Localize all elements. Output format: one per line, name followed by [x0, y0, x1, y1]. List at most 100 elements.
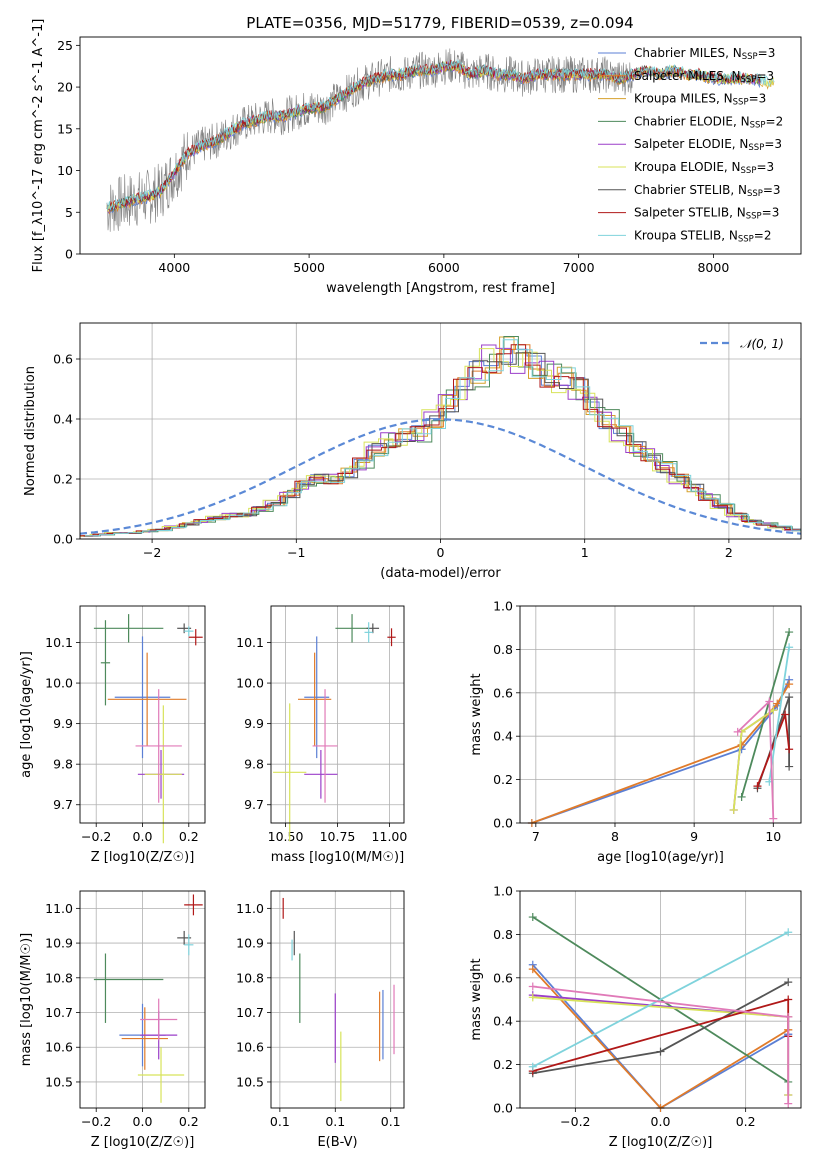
y-tick-label: 10.1 [236, 635, 264, 650]
x-tick-label: 0.2 [179, 829, 199, 844]
axes-frame [79, 322, 802, 540]
figure-title: PLATE=0356, MJD=51779, FIBERID=0539, z=0… [246, 14, 633, 32]
legend-subscript: SSP [738, 234, 754, 244]
y-tick-label: 0.4 [493, 1014, 513, 1029]
x-axis-label: Z [log10(Z/Z☉)] [609, 1135, 713, 1150]
y-tick-label: 0.0 [493, 816, 513, 831]
residual-histogram [80, 344, 800, 537]
legend-subscript: SSP [750, 120, 766, 130]
residual-histogram [80, 344, 799, 537]
y-tick-label: 9.9 [53, 716, 73, 731]
legend-subscript: SSP [742, 52, 758, 62]
x-tick-label: 0.1 [381, 1114, 401, 1129]
x-tick-label: 2 [725, 545, 733, 560]
legend-label: Salpeter STELIB, NSSP=3 [634, 206, 779, 222]
y-tick-label: 10.0 [236, 676, 264, 691]
y-tick-label: 10.8 [236, 970, 264, 985]
y-axis-label: Flux [f_λ10^-17 erg cm^-2 s^-1 A^-1] [31, 19, 46, 273]
y-tick-label: 9.8 [53, 757, 73, 772]
x-axis-label: (data-model)/error [380, 566, 501, 581]
y-tick-label: 10.9 [236, 936, 264, 951]
y-tick-label: 9.7 [53, 797, 73, 812]
legend-subscript: SSP [741, 166, 757, 176]
mass-weight-marker [784, 1012, 793, 1021]
mass-vs-ebv-panel: 0.1 0.1 0.1 10.5 10.6 10.7 10.8 10.9 11.0 E(B-V) [236, 890, 405, 1150]
y-tick-label: 11.0 [236, 901, 264, 916]
x-tick-label: 0.2 [736, 1114, 756, 1129]
x-tick-label: 0.2 [179, 1114, 199, 1129]
legend-label-rest: =2 [754, 228, 772, 242]
legend-label-rest: =3 [762, 206, 780, 220]
x-tick-label: 0 [437, 545, 445, 560]
x-axis-label: Z [log10(Z/Z☉)] [91, 1135, 195, 1150]
y-tick-label: 10.9 [45, 936, 73, 951]
mass-weight-marker [528, 1062, 537, 1071]
mass-vs-metallicity-panel: −0.2 0.0 0.2 10.5 10.6 10.7 10.8 10.9 11.0 Z [log… [19, 890, 206, 1150]
x-tick-label: 8000 [697, 260, 729, 275]
y-tick-label: 10.5 [236, 1074, 264, 1089]
x-tick-label: −1 [287, 545, 305, 560]
mass-weight-marker [784, 1099, 793, 1108]
mass-weight-marker [733, 727, 742, 736]
model-spectrum [106, 59, 775, 211]
legend-label: Chabrier ELODIE, NSSP=2 [634, 114, 783, 130]
y-tick-label: 10.7 [45, 1005, 73, 1020]
mass-weight-marker [785, 680, 794, 689]
legend-label-rest: =3 [756, 69, 774, 83]
mass-weight-marker [784, 928, 793, 937]
residual-histogram [85, 336, 801, 537]
y-tick-label: 11.0 [45, 901, 73, 916]
x-tick-label: 1 [581, 545, 589, 560]
y-tick-label: 10 [57, 163, 73, 178]
mass-weight-line [740, 631, 790, 798]
mass-weight-marker [753, 782, 762, 791]
y-tick-label: 0.2 [493, 1057, 513, 1072]
y-tick-label: 0.4 [493, 729, 513, 744]
y-tick-label: 10.1 [45, 635, 73, 650]
x-tick-label: −0.2 [81, 1114, 111, 1129]
normal-distribution-curve [80, 418, 801, 535]
y-tick-label: 0.6 [493, 685, 513, 700]
y-tick-label: 0.8 [493, 642, 513, 657]
y-tick-label: 0.0 [493, 1101, 513, 1116]
residuals-plot-area [80, 336, 801, 537]
x-tick-label: 6000 [428, 260, 460, 275]
legend-label: Chabrier STELIB, NSSP=3 [634, 183, 781, 199]
mass-weight-marker [785, 762, 794, 771]
legend-subscript: SSP [733, 98, 749, 108]
y-tick-label: 1.0 [493, 884, 513, 899]
y-tick-label: 9.7 [244, 797, 264, 812]
x-tick-label: 7 [532, 829, 540, 844]
x-axis-label: Z [log10(Z/Z☉)] [91, 850, 195, 865]
y-tick-label: 25 [57, 38, 73, 53]
mass-weight-marker [781, 710, 790, 719]
residual-histogram [82, 344, 801, 537]
mass-weight-line [531, 683, 790, 824]
x-tick-label: 0.0 [133, 829, 153, 844]
y-axis-label: Normed distribution [23, 366, 38, 496]
x-tick-label: −0.2 [560, 1114, 590, 1129]
legend-label: Salpeter MILES, NSSP=3 [634, 69, 774, 85]
x-tick-label: 10 [765, 829, 781, 844]
x-tick-label: 10.75 [320, 829, 356, 844]
legend-label: Salpeter ELODIE, NSSP=3 [634, 137, 782, 153]
y-tick-label: 0.2 [493, 772, 513, 787]
mass-weight-marker [729, 805, 738, 814]
y-tick-label: 0.0 [53, 532, 73, 547]
x-tick-label: 11.00 [372, 829, 408, 844]
y-tick-label: 10.6 [236, 1040, 264, 1055]
y-tick-label: 0.6 [493, 970, 513, 985]
legend-label: Kroupa ELODIE, NSSP=3 [634, 160, 774, 176]
x-tick-label: 8 [611, 829, 619, 844]
y-tick-label: 0.2 [53, 472, 73, 487]
age-vs-mass-panel: 10.50 10.75 11.00 9.7 9.8 9.9 10.0 10.1 mass [lo… [236, 605, 408, 865]
legend-label-rest: =3 [763, 183, 781, 197]
legend-label-rest: =3 [749, 92, 767, 106]
x-tick-label: 0.0 [651, 1114, 671, 1129]
axes-frame [519, 605, 802, 824]
legend-subscript: SSP [748, 143, 764, 153]
y-axis-label: mass [log10(M/M☉)] [19, 933, 34, 1066]
y-tick-label: 0.8 [493, 927, 513, 942]
y-tick-label: 0.4 [53, 412, 73, 427]
